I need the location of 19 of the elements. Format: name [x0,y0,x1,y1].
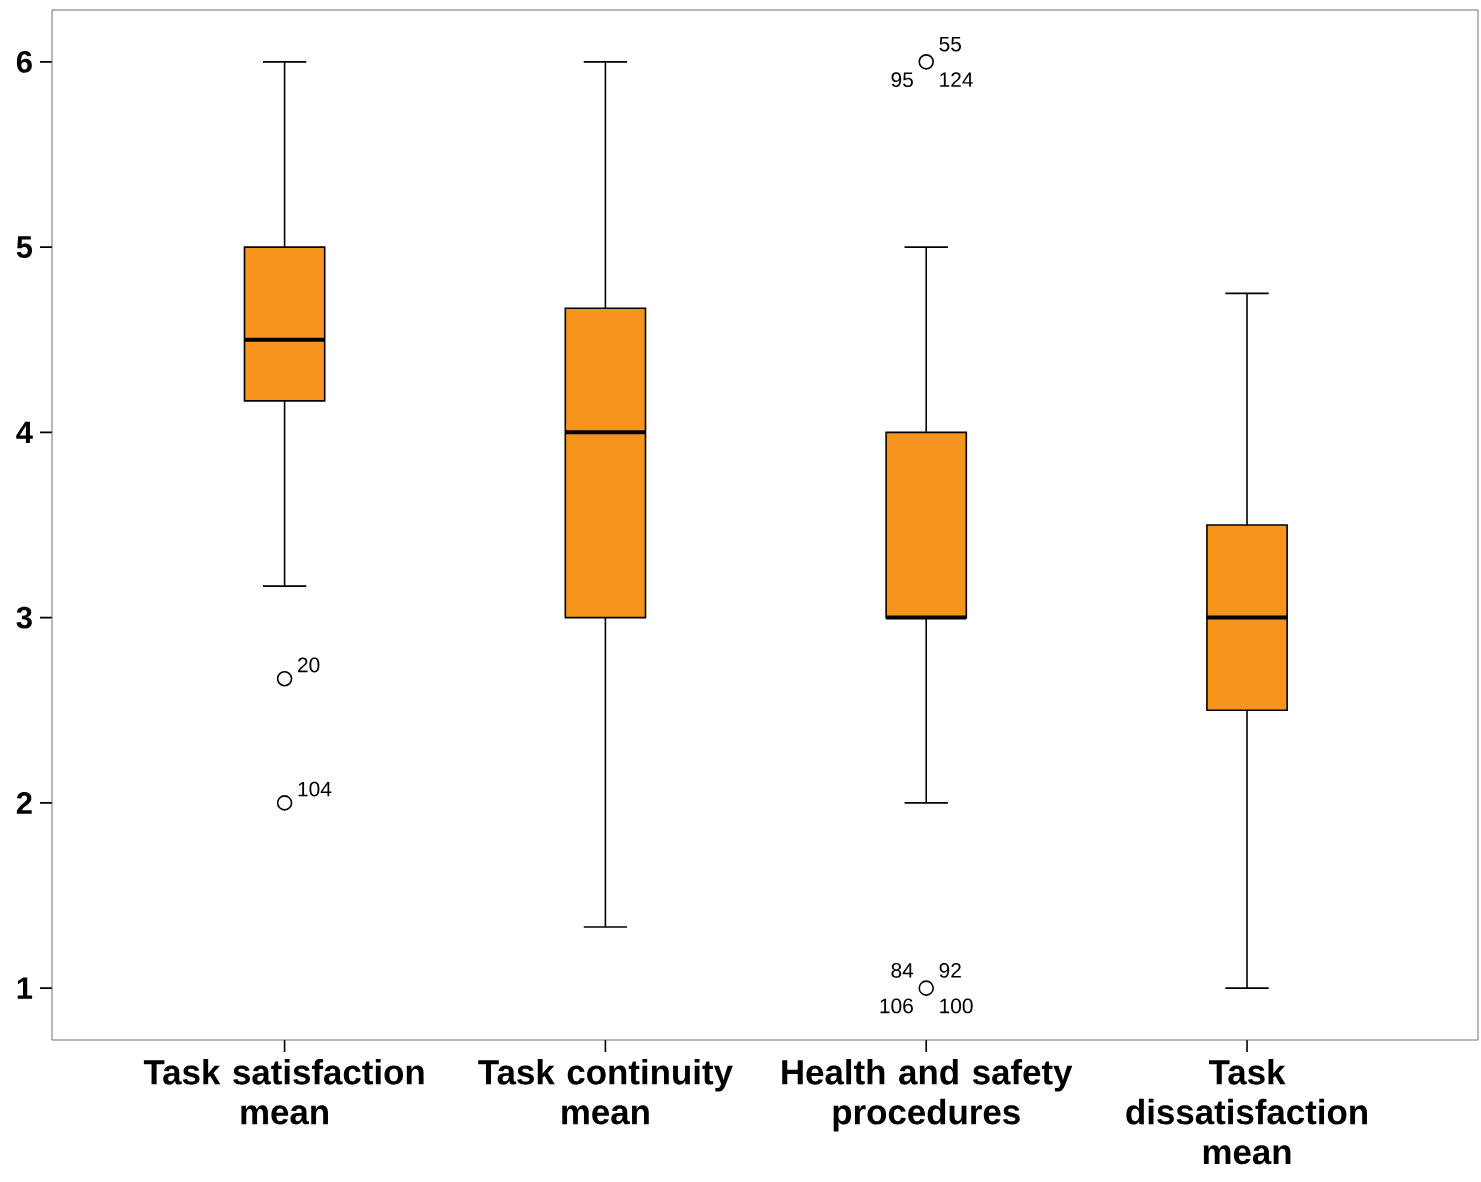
y-tick-label: 1 [17,977,33,999]
annotation: 106 [880,998,913,1014]
annotation: 92 [939,962,961,978]
annotation: 100 [940,998,973,1014]
annotation: 84 [891,962,914,978]
annotation: 20 [298,657,320,673]
x-tick-label: Task satisfaction mean [143,1059,424,1125]
y-tick-label: 6 [16,50,32,73]
y-tick-label: 2 [16,792,32,814]
x-tick-label: Health and safety procedures [782,1059,1073,1132]
y-tick-label: 3 [16,606,32,629]
y-tick-label: 4 [16,421,33,443]
annotation: 55 [939,36,961,52]
x-tick-label: Task dissatisfaction mean [1126,1059,1367,1165]
annotation: 104 [298,781,332,797]
annotation: 95 [891,72,913,88]
annotation: 124 [940,72,973,87]
x-tick-label: Task continuity mean [478,1059,733,1125]
y-tick-label: 5 [16,236,33,258]
